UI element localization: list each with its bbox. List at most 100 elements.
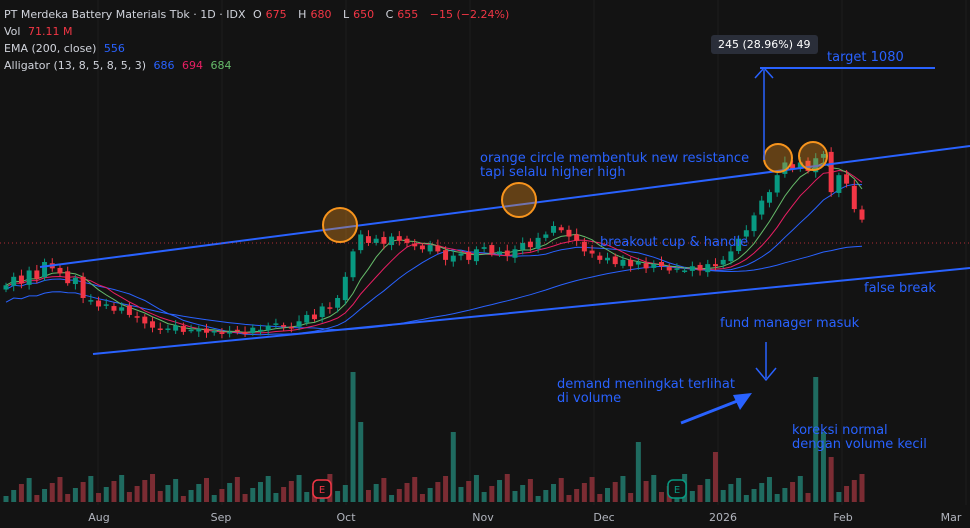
volume-bar (427, 488, 433, 502)
candle-body (365, 236, 371, 243)
alligator-jaw-line (5, 183, 863, 336)
earnings-marker[interactable]: E (667, 479, 687, 499)
candle-body (612, 256, 618, 265)
candlesticks (3, 147, 865, 339)
candle-body (173, 325, 179, 331)
volume-bar (774, 494, 780, 502)
volume-bar (851, 480, 857, 502)
volume-bar (527, 479, 533, 502)
volume-bar (751, 489, 757, 502)
volume-bar (80, 482, 86, 502)
candle-body (643, 263, 649, 269)
candle-body (250, 327, 256, 334)
candle-body (466, 251, 472, 260)
volume-bar (736, 478, 742, 502)
earnings-marker[interactable]: E (312, 479, 332, 499)
volume-bar (859, 474, 865, 502)
resistance-circle (501, 182, 537, 218)
candle-body (419, 245, 425, 250)
volume-bar (134, 486, 140, 502)
volume-bar (150, 474, 156, 502)
candle-body (535, 237, 541, 249)
volume-bar (142, 480, 148, 502)
volume-bar (828, 457, 834, 502)
candle-body (242, 331, 248, 334)
candle-body (88, 300, 94, 302)
candle-body (3, 285, 9, 290)
candle-body (697, 264, 703, 271)
candle-body (805, 160, 811, 171)
upper-trendline (39, 145, 970, 268)
candle-body (520, 242, 526, 250)
volume-bar (180, 496, 186, 502)
volume-bar (504, 474, 510, 502)
volume-bar (597, 494, 603, 502)
volume-bar (720, 490, 726, 502)
orange-circle-note-1: orange circle membentuk new resistance (480, 151, 750, 166)
candle-body (674, 268, 680, 270)
volume-bar (813, 377, 819, 502)
candle-body (435, 245, 441, 252)
volume-bar (204, 478, 210, 502)
resistance-circle (322, 207, 358, 243)
candle-body (273, 323, 279, 325)
volume-bar (836, 492, 842, 502)
lower-trendline (92, 267, 970, 355)
candle-body (481, 247, 487, 249)
x-axis-label: Aug (88, 511, 109, 524)
resistance-circle (798, 141, 828, 171)
volume-bar (450, 432, 456, 502)
candle-body (396, 236, 402, 241)
candle-body (581, 241, 587, 252)
candle-body (820, 154, 826, 158)
measure-arrowhead (754, 66, 774, 79)
volume-bar (211, 495, 217, 502)
candle-body (281, 325, 287, 327)
candle-body (558, 227, 564, 231)
candle-body (319, 306, 325, 318)
candle-body (111, 306, 117, 311)
volume-bar (188, 490, 194, 502)
volume-bar (265, 476, 271, 502)
alligator-lips-value: 684 (210, 59, 232, 72)
volume-legend[interactable]: Vol 71.11 M (4, 23, 76, 40)
symbol-title: PT Merdeka Battery Materials Tbk · 1D · … (4, 8, 246, 21)
demand-arrow (680, 396, 746, 425)
x-axis-label: Feb (833, 511, 852, 524)
fund-manager-note: fund manager masuk (720, 316, 860, 331)
candle-body (42, 262, 48, 278)
volume-bar (350, 372, 356, 502)
ema-legend[interactable]: EMA (200, close) 556 (4, 40, 129, 57)
volume-bar (658, 492, 664, 502)
volume-bar (381, 478, 387, 502)
ohlc-close: C 655 (385, 8, 419, 21)
ohlc-high: H 680 (298, 8, 332, 21)
alligator-legend[interactable]: Alligator (13, 8, 5, 8, 5, 3) 686 694 68… (4, 57, 236, 74)
candle-body (126, 305, 132, 315)
candle-body (381, 237, 387, 244)
alligator-jaw-value: 686 (153, 59, 175, 72)
volume-bar (365, 490, 371, 502)
volume-bar (589, 477, 595, 502)
orange-circle-note-2: tapi selalu higher high (480, 165, 626, 180)
volume-bar (242, 494, 248, 502)
candle-body (257, 329, 263, 332)
candle-body (335, 298, 341, 308)
candle-body (188, 329, 194, 332)
demand-note-2: di volume (557, 391, 622, 406)
candle-body (628, 259, 634, 267)
candle-body (551, 226, 557, 233)
volume-bar (373, 484, 379, 502)
candle-body (227, 331, 233, 334)
volume-bar (581, 483, 587, 502)
volume-bar (42, 489, 48, 502)
volume-bar (342, 485, 348, 502)
candle-body (666, 267, 672, 271)
candle-body (790, 164, 796, 169)
volume-bar (551, 484, 557, 502)
volume-bar (558, 478, 564, 502)
candle-body (751, 215, 757, 232)
candle-body (26, 270, 32, 285)
volume-bar (443, 476, 449, 502)
